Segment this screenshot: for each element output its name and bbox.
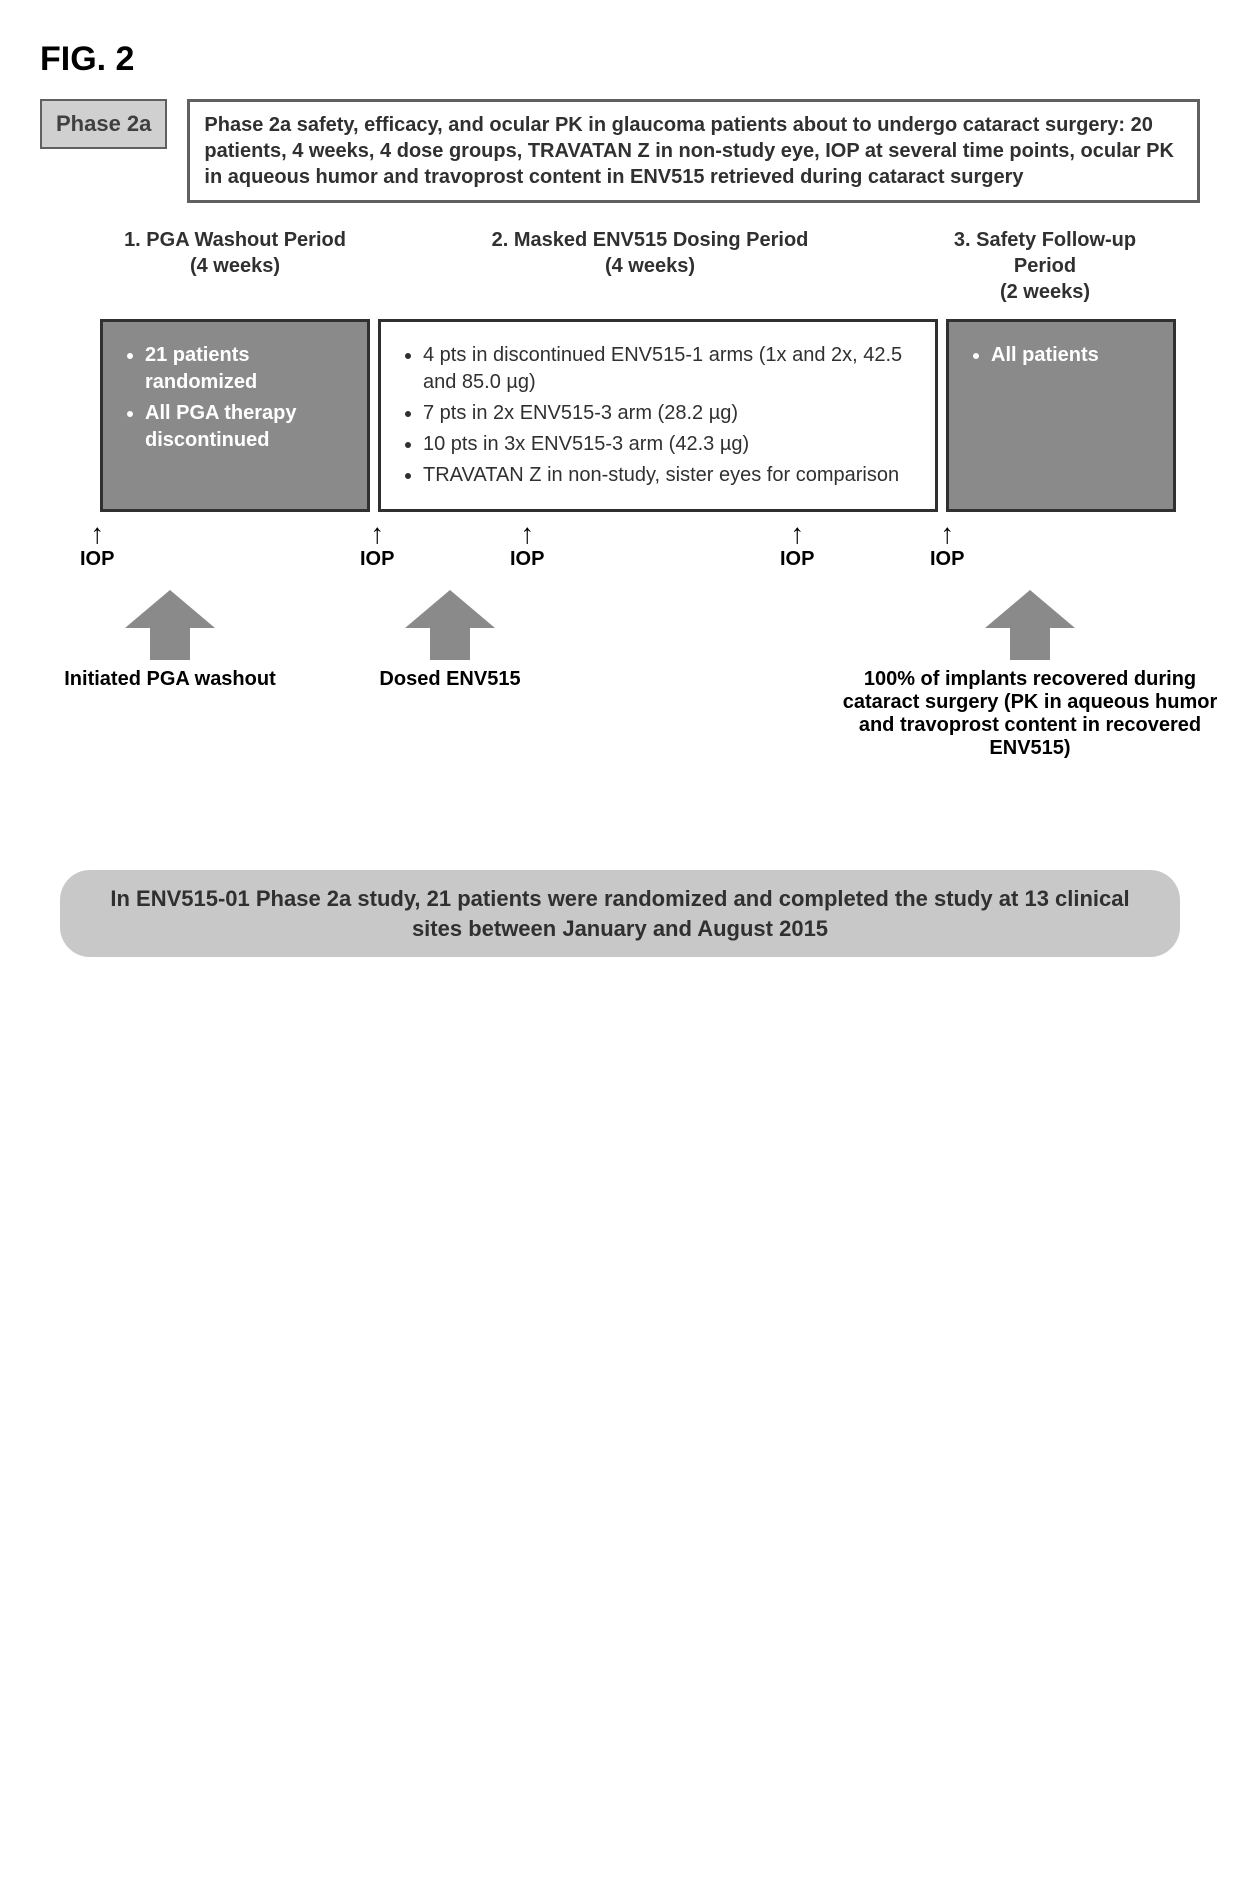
big-arrow: 100% of implants recovered during catara… bbox=[840, 590, 1220, 760]
box-item: 10 pts in 3x ENV515-3 arm (42.3 µg) bbox=[423, 431, 915, 458]
arrow-up-block-icon bbox=[985, 590, 1075, 660]
iop-marker: ↑IOP bbox=[780, 520, 814, 571]
period-header: 1. PGA Washout Period(4 weeks) bbox=[100, 223, 370, 309]
big-arrow: Dosed ENV515 bbox=[320, 590, 580, 691]
arrow-up-icon: ↑ bbox=[780, 520, 814, 548]
summary-bar: In ENV515-01 Phase 2a study, 21 patients… bbox=[60, 870, 1180, 957]
box-item: 7 pts in 2x ENV515-3 arm (28.2 µg) bbox=[423, 400, 915, 427]
iop-marker: ↑IOP bbox=[510, 520, 544, 571]
periods-header-row: 1. PGA Washout Period(4 weeks)2. Masked … bbox=[100, 223, 1200, 309]
boxes-row: 21 patients randomizedAll PGA therapy di… bbox=[100, 319, 1200, 512]
arrow-up-block-icon bbox=[405, 590, 495, 660]
period-header: 3. Safety Follow-up Period(2 weeks) bbox=[930, 223, 1160, 309]
arrow-up-icon: ↑ bbox=[930, 520, 964, 548]
box-item: TRAVATAN Z in non-study, sister eyes for… bbox=[423, 462, 915, 489]
dosing-box: 4 pts in discontinued ENV515-1 arms (1x … bbox=[378, 319, 938, 512]
iop-label: IOP bbox=[80, 548, 114, 570]
box-item: All PGA therapy discontinued bbox=[145, 400, 347, 454]
iop-label: IOP bbox=[930, 548, 964, 570]
arrow-up-icon: ↑ bbox=[80, 520, 114, 548]
big-arrow: Initiated PGA washout bbox=[40, 590, 300, 691]
followup-box: All patients bbox=[946, 319, 1176, 512]
big-arrow-row: Initiated PGA washoutDosed ENV515100% of… bbox=[100, 590, 1200, 830]
box-item: All patients bbox=[991, 342, 1153, 369]
box-item: 21 patients randomized bbox=[145, 342, 347, 396]
iop-label: IOP bbox=[780, 548, 814, 570]
top-row: Phase 2a Phase 2a safety, efficacy, and … bbox=[40, 99, 1200, 203]
iop-marker: ↑IOP bbox=[360, 520, 394, 571]
figure-label: FIG. 2 bbox=[40, 40, 1200, 79]
iop-marker: ↑IOP bbox=[80, 520, 114, 571]
big-arrow-caption: 100% of implants recovered during catara… bbox=[840, 668, 1220, 760]
arrow-up-icon: ↑ bbox=[510, 520, 544, 548]
period-header: 2. Masked ENV515 Dosing Period(4 weeks) bbox=[370, 223, 930, 309]
study-description: Phase 2a safety, efficacy, and ocular PK… bbox=[187, 99, 1200, 203]
iop-marker: ↑IOP bbox=[930, 520, 964, 571]
washout-box: 21 patients randomizedAll PGA therapy di… bbox=[100, 319, 370, 512]
iop-marker-row: ↑IOP↑IOP↑IOP↑IOP↑IOP bbox=[100, 520, 1200, 580]
big-arrow-caption: Initiated PGA washout bbox=[40, 668, 300, 691]
box-item: 4 pts in discontinued ENV515-1 arms (1x … bbox=[423, 342, 915, 396]
iop-label: IOP bbox=[510, 548, 544, 570]
phase-badge: Phase 2a bbox=[40, 99, 167, 149]
iop-label: IOP bbox=[360, 548, 394, 570]
arrow-up-icon: ↑ bbox=[360, 520, 394, 548]
big-arrow-caption: Dosed ENV515 bbox=[320, 668, 580, 691]
arrow-up-block-icon bbox=[125, 590, 215, 660]
